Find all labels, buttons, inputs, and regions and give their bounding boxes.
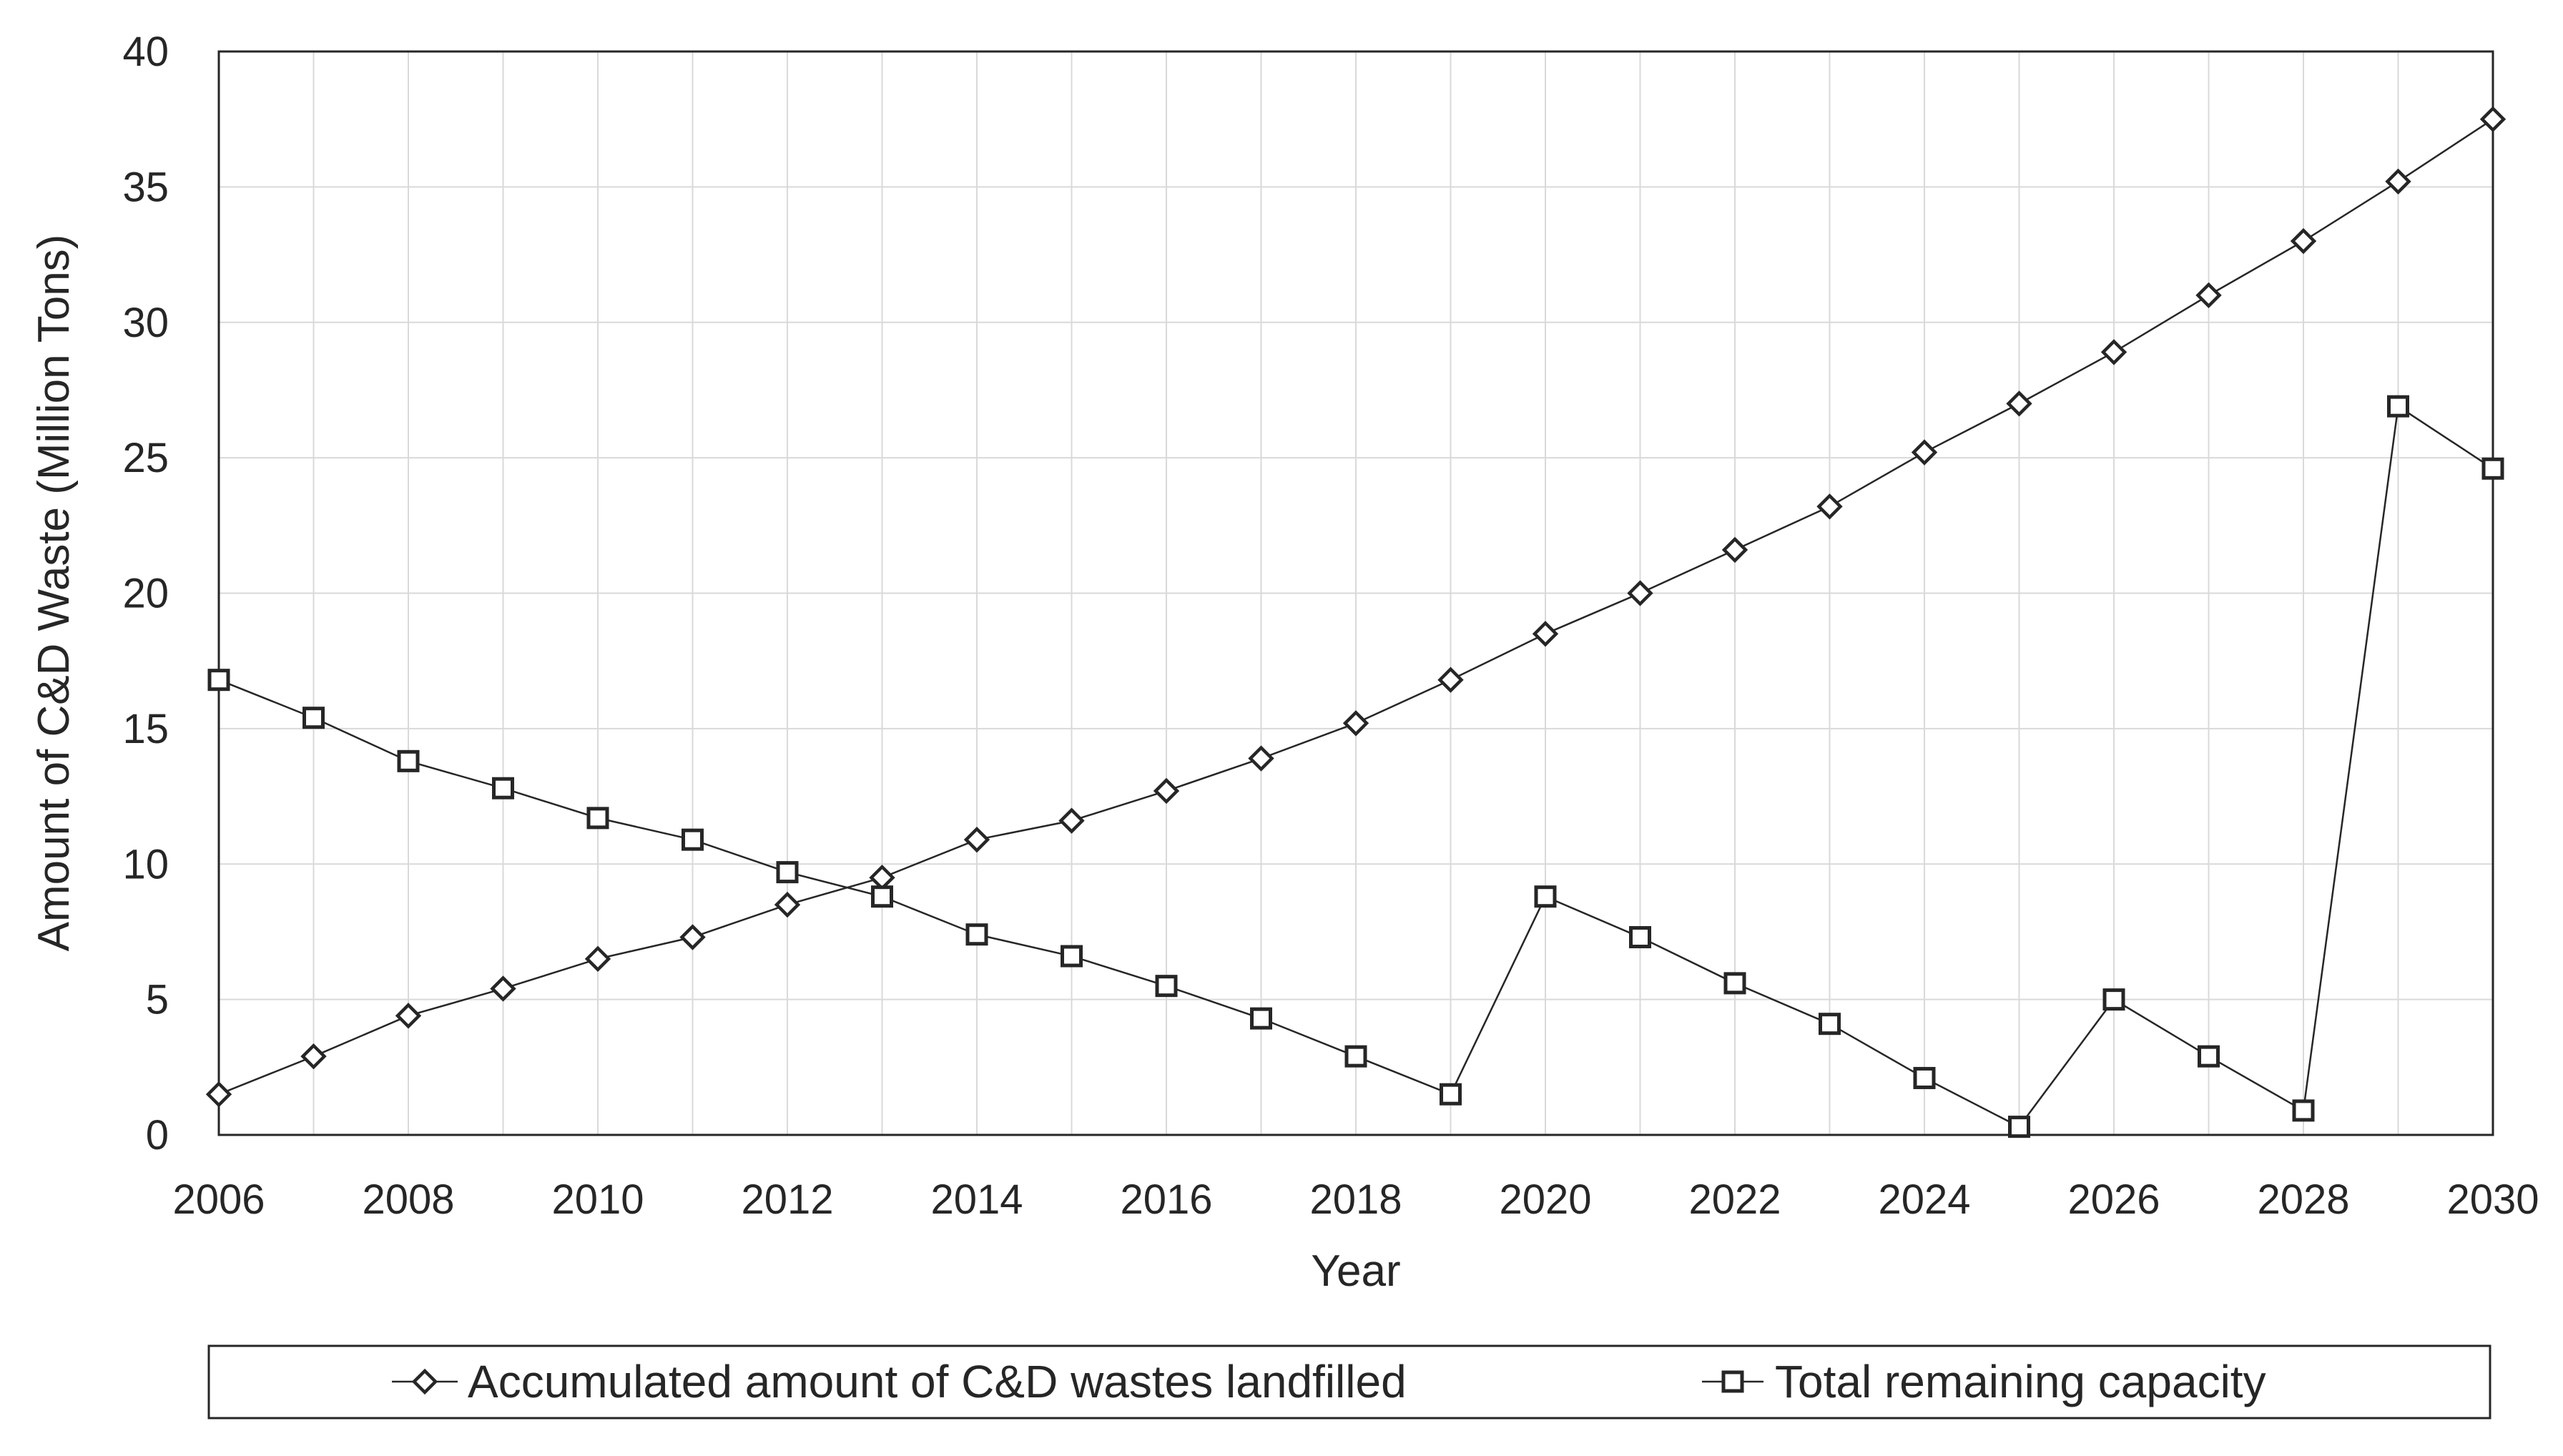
data-point-series-2 (776, 861, 799, 884)
data-point-series-1 (1911, 439, 1938, 466)
x-tick-label: 2006 (172, 1176, 265, 1223)
data-point-series-1 (1721, 536, 1748, 564)
data-point-series-1 (2479, 106, 2507, 132)
data-point-series-1 (1627, 580, 1653, 606)
series-2 (207, 395, 2504, 1138)
data-point-series-1 (2100, 339, 2127, 365)
data-point-series-1 (1153, 777, 1180, 805)
legend-item-2: Total remaining capacity (1702, 1356, 2266, 1407)
legend-items: Accumulated amount of C&D wastes landfil… (392, 1356, 2266, 1407)
data-point-series-1 (869, 865, 895, 891)
x-tick-label: 2014 (930, 1176, 1023, 1223)
legend-marker-square (1721, 1370, 1744, 1393)
x-tick-label: 2024 (1878, 1176, 1970, 1223)
data-point-series-1 (679, 924, 706, 950)
data-point-series-1 (300, 1043, 327, 1070)
data-point-series-2 (1913, 1066, 1936, 1089)
x-axis-tick-labels: 2006 2008 2010 2012 2014 2016 2018 2020 2022 2024… (172, 1176, 2539, 1223)
data-point-series-2 (682, 828, 704, 851)
y-tick-label: 40 (122, 29, 169, 75)
legend-label: Total remaining capacity (1775, 1356, 2266, 1407)
data-point-series-1 (2290, 227, 2317, 255)
y-axis-tick-labels: 0 5 10 15 20 25 30 35 40 (122, 29, 169, 1159)
data-point-series-2 (492, 777, 514, 800)
x-tick-label: 2022 (1688, 1176, 1781, 1223)
legend-box (207, 1344, 2491, 1420)
y-tick-label: 20 (122, 571, 169, 617)
data-point-series-2 (2387, 395, 2409, 418)
x-tick-label: 2008 (362, 1176, 454, 1223)
data-point-series-1 (2006, 390, 2032, 417)
legend-marker-diamond (411, 1368, 438, 1395)
data-point-series-2 (586, 807, 609, 830)
data-point-series-2 (1819, 1013, 1841, 1036)
data-point-series-1 (1248, 745, 1274, 772)
data-point-series-1 (2195, 282, 2222, 309)
x-tick-label: 2020 (1499, 1176, 1591, 1223)
x-tick-label: 2028 (2257, 1176, 2349, 1223)
grid (218, 51, 2494, 1136)
data-point-series-2 (2481, 457, 2504, 480)
data-point-series-1 (1058, 807, 1085, 834)
legend-item-1: Accumulated amount of C&D wastes landfil… (392, 1356, 1407, 1407)
y-tick-label: 30 (122, 300, 169, 346)
data-point-series-1 (584, 945, 611, 972)
data-point-series-2 (2292, 1099, 2315, 1122)
data-point-series-2 (1344, 1045, 1367, 1068)
y-tick-label: 10 (122, 841, 169, 887)
data-point-series-2 (965, 923, 988, 946)
x-tick-label: 2016 (1120, 1176, 1212, 1223)
data-point-series-1 (205, 1081, 232, 1108)
data-point-series-2 (1440, 1083, 1462, 1106)
series-1 (205, 106, 2507, 1108)
data-point-series-2 (1629, 926, 1651, 949)
x-tick-label: 2026 (2067, 1176, 2160, 1223)
data-point-series-2 (2198, 1045, 2220, 1068)
y-tick-label: 15 (122, 706, 169, 752)
x-tick-label: 2018 (1309, 1176, 1402, 1223)
data-point-series-2 (1061, 945, 1083, 968)
data-point-series-2 (1155, 975, 1178, 998)
legend: Accumulated amount of C&D wastes landfil… (207, 1344, 2491, 1420)
x-axis-title: Year (1311, 1246, 1400, 1296)
x-tick-label: 2012 (741, 1176, 833, 1223)
data-point-series-2 (302, 707, 325, 729)
data-point-series-2 (1723, 972, 1746, 995)
data-point-series-1 (1532, 621, 1559, 647)
x-tick-label: 2010 (551, 1176, 644, 1223)
data-point-series-2 (2008, 1116, 2030, 1138)
y-tick-label: 5 (146, 977, 169, 1023)
data-point-series-2 (1534, 885, 1557, 908)
data-point-series-1 (1342, 710, 1369, 737)
data-point-series-1 (1437, 666, 1464, 693)
data-point-series-2 (1250, 1007, 1272, 1030)
data-point-series-2 (871, 885, 893, 908)
x-tick-label: 2030 (2446, 1176, 2539, 1223)
y-tick-label: 25 (122, 435, 169, 481)
plot-area (217, 50, 2494, 1136)
data-point-series-2 (207, 669, 230, 692)
data-point-series-1 (774, 891, 801, 918)
data-point-series-1 (963, 826, 990, 853)
data-point-series-1 (2385, 168, 2411, 195)
legend-label: Accumulated amount of C&D wastes landfil… (468, 1356, 1407, 1407)
y-tick-label: 35 (122, 164, 169, 210)
data-point-series-1 (395, 1003, 422, 1029)
y-tick-label: 0 (146, 1112, 169, 1159)
data-point-series-1 (1816, 493, 1843, 520)
data-point-series-2 (397, 749, 420, 772)
data-point-series-2 (2102, 988, 2125, 1011)
data-point-series-1 (490, 975, 516, 1002)
series-layer (205, 106, 2507, 1138)
y-axis-title: Amount of C&D Waste (Million Tons) (29, 235, 79, 952)
